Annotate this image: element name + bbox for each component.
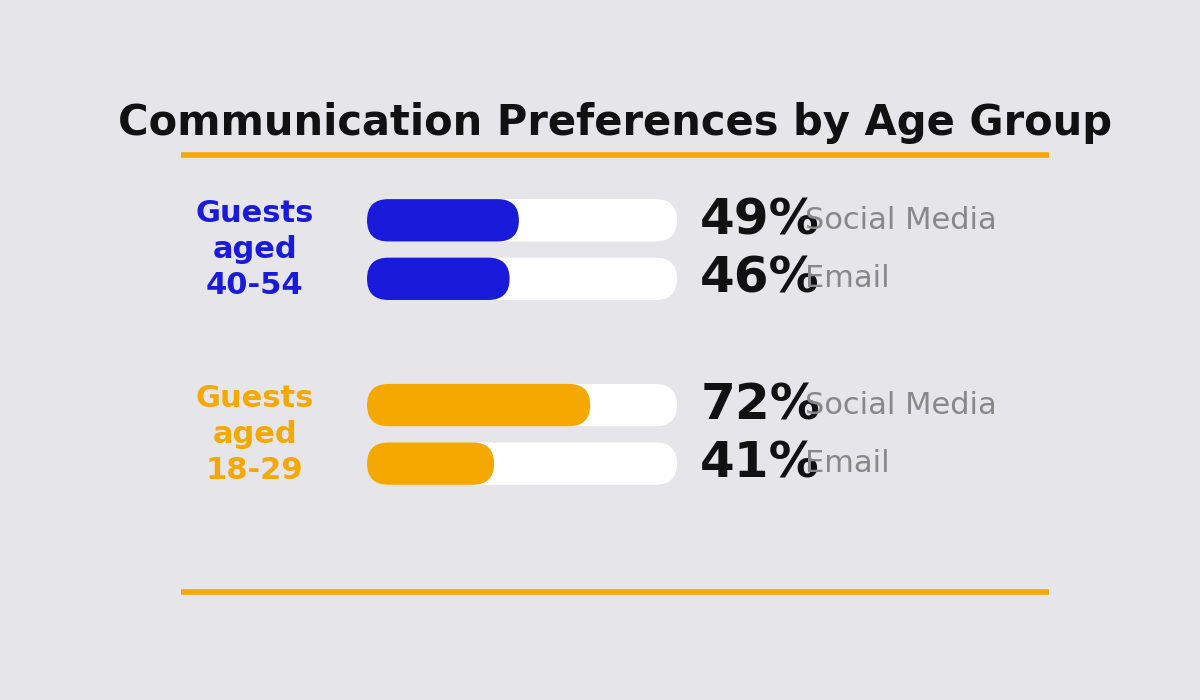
Text: Social Media: Social Media — [805, 206, 997, 234]
FancyBboxPatch shape — [367, 258, 510, 300]
FancyBboxPatch shape — [367, 442, 677, 485]
Text: Social Media: Social Media — [805, 391, 997, 419]
Text: 46%: 46% — [701, 255, 820, 303]
FancyBboxPatch shape — [367, 384, 590, 426]
FancyBboxPatch shape — [367, 384, 677, 426]
FancyBboxPatch shape — [367, 258, 677, 300]
Text: Guests
aged
40-54: Guests aged 40-54 — [196, 199, 314, 300]
FancyBboxPatch shape — [367, 199, 518, 241]
Text: 72%: 72% — [701, 381, 820, 429]
Text: 49%: 49% — [701, 196, 820, 244]
Text: Communication Preferences by Age Group: Communication Preferences by Age Group — [118, 102, 1112, 144]
Text: Guests
aged
18-29: Guests aged 18-29 — [196, 384, 314, 485]
FancyBboxPatch shape — [367, 442, 494, 485]
Text: 41%: 41% — [701, 440, 820, 488]
Text: Email: Email — [805, 265, 889, 293]
Text: Email: Email — [805, 449, 889, 478]
FancyBboxPatch shape — [367, 199, 677, 241]
